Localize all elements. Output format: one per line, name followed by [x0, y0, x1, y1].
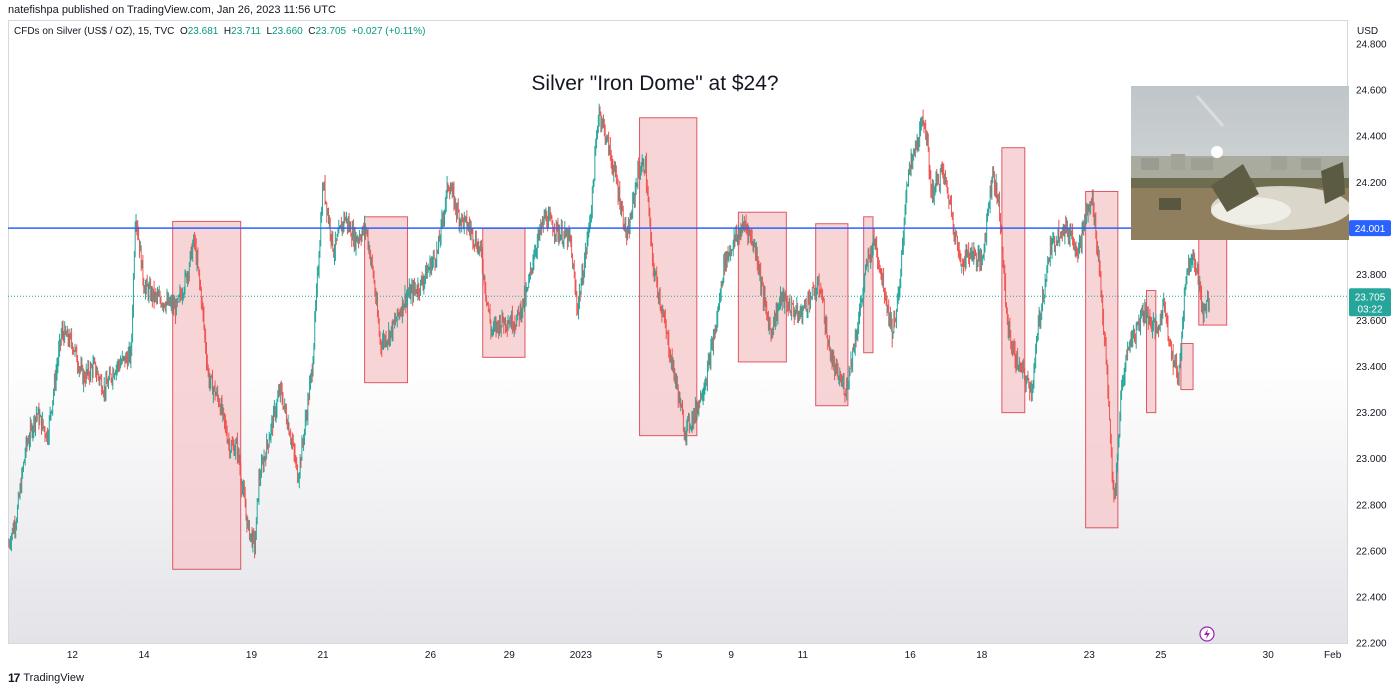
y-tick-label: 22.200: [1356, 639, 1387, 650]
tradingview-footer[interactable]: 17 TradingView: [8, 671, 84, 685]
price-axis: 24.800 24.600 24.400 24.200 24.000 23.800 23.6…: [1356, 40, 1387, 650]
x-tick-label: 25: [1155, 650, 1167, 661]
x-tick-label: 2023: [570, 650, 593, 661]
x-tick-label: 16: [905, 650, 917, 661]
low-label: L: [266, 26, 273, 37]
y-tick-label: 24.800: [1356, 40, 1387, 51]
x-tick-label: 23: [1084, 650, 1096, 661]
x-tick-label: 26: [425, 650, 437, 661]
y-tick-label: 23.600: [1356, 316, 1387, 327]
y-tick-label: 22.400: [1356, 592, 1387, 603]
x-tick-label: 19: [246, 650, 258, 661]
last-price-badge: [1349, 288, 1391, 317]
time-axis: 12 14 19 21 26 29 2023 5 9 11 16 18 23 25 30 Feb: [67, 650, 1342, 661]
x-tick-label: 18: [976, 650, 988, 661]
symbol-legend: CFDs on Silver (US$ / OZ), 15, TVC O23.6…: [14, 26, 425, 37]
y-tick-label: 24.200: [1356, 178, 1387, 189]
x-tick-label: 9: [728, 650, 734, 661]
y-tick-label: 23.000: [1356, 454, 1387, 465]
resistance-badge-label: 24.001: [1355, 224, 1386, 235]
last-price-label: 23.705: [1355, 292, 1386, 303]
countdown-label: 03:22: [1357, 304, 1382, 315]
x-tick-label: 30: [1263, 650, 1275, 661]
x-tick-label: 21: [317, 650, 329, 661]
x-tick-label: 12: [67, 650, 79, 661]
y-tick-label: 24.000: [1356, 224, 1387, 235]
high-value: 23.711: [231, 26, 261, 37]
publisher-header: natefishpa published on TradingView.com,…: [0, 0, 1400, 20]
open-label: O: [179, 26, 188, 37]
y-tick-label: 23.400: [1356, 362, 1387, 373]
open-value: 23.681: [187, 26, 219, 37]
x-tick-label: 11: [798, 650, 809, 661]
low-value: 23.660: [272, 26, 303, 37]
y-tick-label: 22.600: [1356, 546, 1387, 557]
y-tick-label: 23.800: [1356, 270, 1387, 281]
tradingview-logo-icon: 17: [8, 671, 20, 685]
y-tick-label: 24.400: [1356, 132, 1387, 143]
x-tick-label: 5: [657, 650, 663, 661]
high-label: H: [223, 26, 232, 37]
close-label: C: [308, 26, 316, 37]
price-axis-currency[interactable]: USD: [1357, 26, 1379, 37]
x-tick-label: 14: [138, 650, 150, 661]
y-tick-label: 23.200: [1356, 408, 1387, 419]
publisher-text: natefishpa published on TradingView.com,…: [8, 4, 336, 16]
iron-dome-photo: [1131, 86, 1349, 240]
x-tick-label: 29: [504, 650, 516, 661]
y-tick-label: 22.800: [1356, 500, 1387, 511]
y-tick-label: 24.600: [1356, 86, 1387, 97]
tradingview-brand: TradingView: [23, 672, 84, 684]
change-value: +0.027 (+0.11%): [351, 26, 426, 37]
close-value: 23.705: [315, 26, 347, 37]
symbol-name[interactable]: CFDs on Silver (US$ / OZ), 15, TVC: [14, 26, 175, 37]
chart-title: Silver "Iron Dome" at $24?: [531, 72, 779, 95]
x-tick-label: Feb: [1324, 650, 1342, 661]
resistance-badge: [1349, 220, 1391, 237]
